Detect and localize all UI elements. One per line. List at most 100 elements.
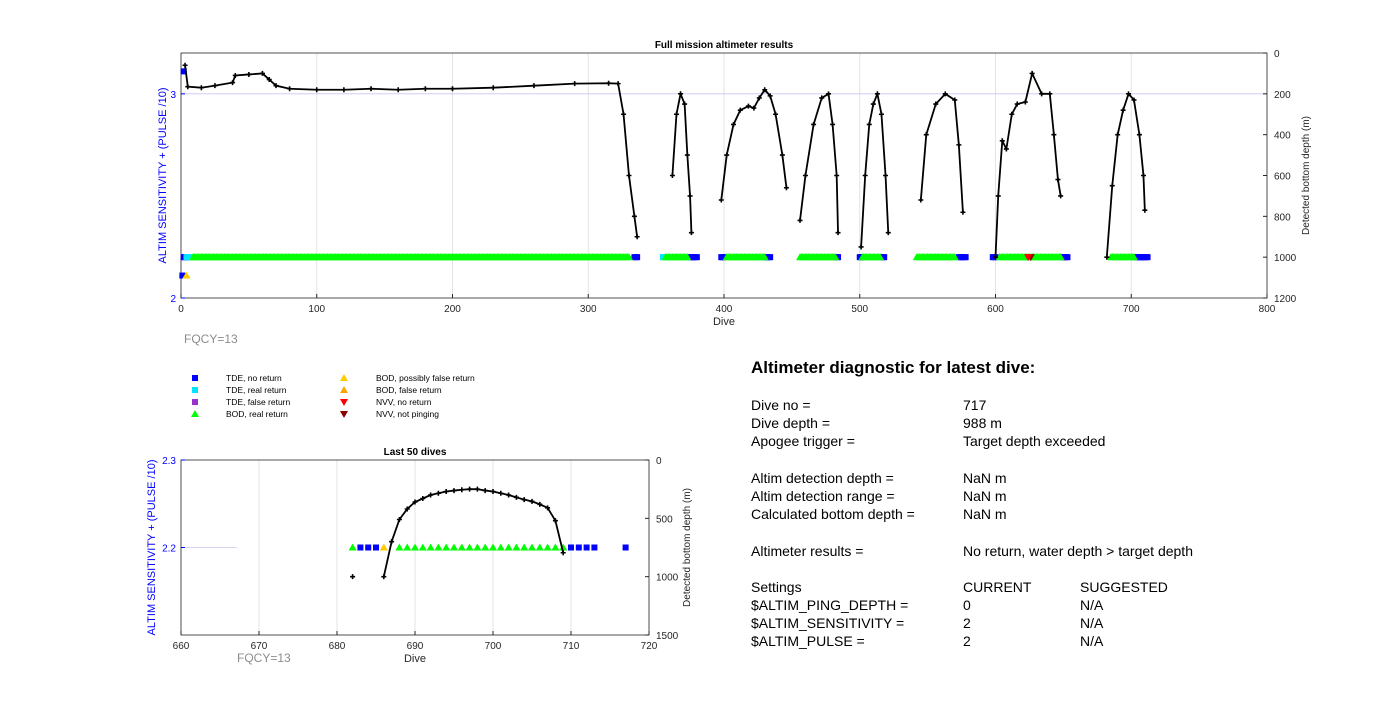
ping-depth-suggested: N/A xyxy=(1080,597,1104,613)
data-point xyxy=(684,152,690,158)
data-point xyxy=(506,492,512,498)
depth-line xyxy=(799,92,839,233)
legend-marker xyxy=(192,387,198,393)
legend-label: BOD, real return xyxy=(226,409,288,419)
x-tick-label: 200 xyxy=(444,304,461,315)
data-point xyxy=(1024,254,1033,262)
calc-depth-value: NaN m xyxy=(963,506,1007,522)
depth-line xyxy=(720,88,788,201)
data-point xyxy=(634,234,640,240)
x-tick-label: 700 xyxy=(1123,304,1140,315)
data-point xyxy=(878,111,884,117)
data-point xyxy=(551,543,560,551)
data-point xyxy=(259,70,265,76)
data-point xyxy=(876,253,885,261)
data-point xyxy=(535,543,544,551)
data-point xyxy=(874,91,880,97)
pulse-current: 2 xyxy=(963,633,971,649)
data-point xyxy=(933,101,939,107)
data-point xyxy=(212,83,218,89)
data-point xyxy=(615,81,621,87)
y-tick-label-right: 0 xyxy=(1274,49,1280,60)
data-point xyxy=(350,574,356,580)
data-point xyxy=(1009,111,1015,117)
data-point xyxy=(529,498,535,504)
series-bod-real-return xyxy=(189,253,1138,261)
data-point xyxy=(622,544,629,551)
series-detected-bottom-depth xyxy=(350,486,566,580)
legend-label: NVV, not pinging xyxy=(376,409,439,419)
detect-range-label: Altim detection range = xyxy=(751,488,895,504)
data-point xyxy=(950,253,959,261)
data-point xyxy=(687,193,693,199)
y-tick-label-right: 1000 xyxy=(1274,253,1297,264)
data-point xyxy=(418,543,427,551)
series-detected-bottom-depth xyxy=(182,62,1148,260)
data-point xyxy=(287,86,293,92)
data-point xyxy=(1055,177,1061,183)
data-point xyxy=(572,81,578,87)
legend-marker xyxy=(192,399,198,405)
data-point xyxy=(883,173,889,178)
dive-depth-label: Dive depth = xyxy=(751,415,830,431)
data-point xyxy=(995,193,1001,199)
data-point xyxy=(389,539,395,545)
data-point xyxy=(451,488,457,494)
data-point xyxy=(835,230,841,236)
data-point xyxy=(952,97,958,103)
data-point xyxy=(198,85,204,91)
y-tick-label-left: 2.2 xyxy=(162,544,176,555)
data-point xyxy=(1003,146,1009,152)
data-point xyxy=(1022,99,1028,105)
detect-depth-value: NaN m xyxy=(963,470,1007,486)
legend-label: BOD, possibly false return xyxy=(376,373,475,383)
data-point xyxy=(552,518,558,524)
data-point xyxy=(751,105,757,111)
x-tick-label: 300 xyxy=(580,304,597,315)
data-point xyxy=(481,543,490,551)
data-point xyxy=(473,543,482,551)
data-point xyxy=(621,111,627,117)
data-point xyxy=(341,87,347,93)
series-tde-no-return xyxy=(179,68,1151,279)
data-point xyxy=(682,101,688,107)
data-point xyxy=(357,544,364,551)
data-point xyxy=(395,87,401,93)
data-point xyxy=(575,544,582,551)
data-point xyxy=(1047,91,1053,97)
legend-label: TDE, false return xyxy=(226,397,291,407)
data-point xyxy=(819,95,825,101)
data-point xyxy=(866,121,872,127)
data-point xyxy=(185,84,191,90)
data-point xyxy=(489,543,497,551)
data-point xyxy=(678,91,684,97)
data-point xyxy=(631,213,637,219)
data-point xyxy=(802,173,808,178)
dive-no-label: Dive no = xyxy=(751,397,811,413)
data-point xyxy=(498,490,504,496)
results-value: No return, water depth > target depth xyxy=(963,543,1193,559)
apogee-label: Apogee trigger = xyxy=(751,433,855,449)
data-point xyxy=(543,543,552,551)
data-point xyxy=(626,173,632,178)
data-point xyxy=(767,254,774,261)
data-point xyxy=(467,486,473,492)
x-tick-label: 500 xyxy=(851,304,868,315)
data-point xyxy=(591,544,598,551)
data-point xyxy=(1104,254,1110,260)
data-point xyxy=(396,517,402,522)
pulse-suggested: N/A xyxy=(1080,633,1104,649)
data-point xyxy=(545,505,551,511)
data-point xyxy=(942,91,948,97)
data-point xyxy=(528,543,536,551)
y-axis-label-right: Detected bottom depth (m) xyxy=(1301,116,1312,235)
data-point xyxy=(834,173,840,178)
data-point xyxy=(1064,254,1071,261)
data-point xyxy=(606,80,612,86)
data-point xyxy=(811,121,817,127)
data-point xyxy=(182,62,188,68)
x-tick-label: 800 xyxy=(1259,304,1276,315)
series-bod-real-return xyxy=(348,543,568,551)
data-point xyxy=(1014,101,1020,107)
fqcy-label-main: FQCY=13 xyxy=(184,332,238,346)
